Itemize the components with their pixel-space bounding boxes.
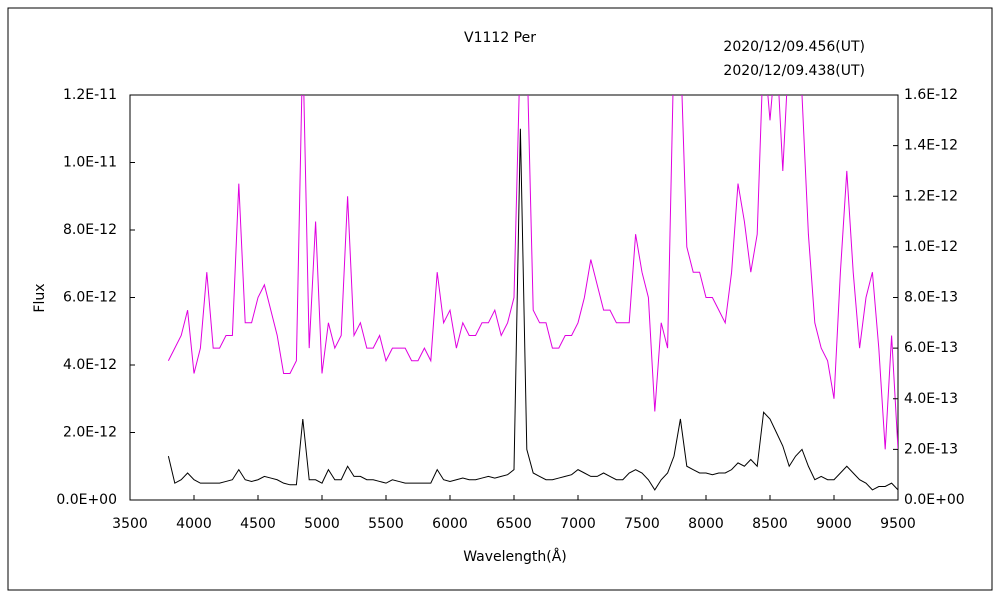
x-tick-label: 7000 (560, 516, 596, 532)
y2-tick-label: 1.2E-12 (904, 188, 958, 204)
y-tick-label: 1.2E-11 (63, 87, 117, 103)
x-tick-label: 8000 (688, 516, 724, 532)
spectrum-line (167, 95, 898, 450)
y-tick-label: 4.0E-12 (63, 357, 117, 373)
y2-tick-label: 1.4E-12 (904, 138, 958, 154)
x-axis-label: Wavelength(Å) (463, 548, 567, 565)
y2-tick-label: 2.0E-13 (904, 441, 958, 457)
y2-tick-label: 1.0E-12 (904, 239, 958, 255)
y-axis-label: Flux (32, 283, 48, 312)
y-tick-label: 8.0E-12 (63, 222, 117, 238)
x-tick-label: 6000 (432, 516, 468, 532)
y-tick-label: 1.0E-11 (63, 155, 117, 171)
y-tick-label: 2.0E-12 (63, 425, 117, 441)
y2-tick-label: 8.0E-13 (904, 290, 958, 306)
chart-title: V1112 Per (464, 30, 536, 46)
x-tick-label: 5500 (368, 516, 404, 532)
legend-label: 2020/12/09.456(UT) (723, 39, 865, 55)
y2-tick-label: 4.0E-13 (904, 391, 958, 407)
spectrum-line (167, 128, 898, 491)
chart-border (7, 7, 993, 591)
plot-lines (167, 95, 898, 491)
x-tick-label: 4500 (240, 516, 276, 532)
x-tick-label: 4000 (176, 516, 212, 532)
legend-label: 2020/12/09.438(UT) (723, 63, 865, 79)
y-tick-label: 0.0E+00 (56, 492, 117, 508)
x-tick-label: 9500 (880, 516, 916, 532)
y-tick-label: 6.0E-12 (63, 290, 117, 306)
x-tick-label: 8500 (752, 516, 788, 532)
y2-tick-label: 1.6E-12 (904, 87, 958, 103)
y2-tick-label: 6.0E-13 (904, 340, 958, 356)
y2-tick-label: 0.0E+00 (904, 492, 965, 508)
x-tick-label: 7500 (624, 516, 660, 532)
x-tick-label: 6500 (496, 516, 532, 532)
x-tick-label: 3500 (112, 516, 148, 532)
x-tick-label: 5000 (304, 516, 340, 532)
x-tick-label: 9000 (816, 516, 852, 532)
